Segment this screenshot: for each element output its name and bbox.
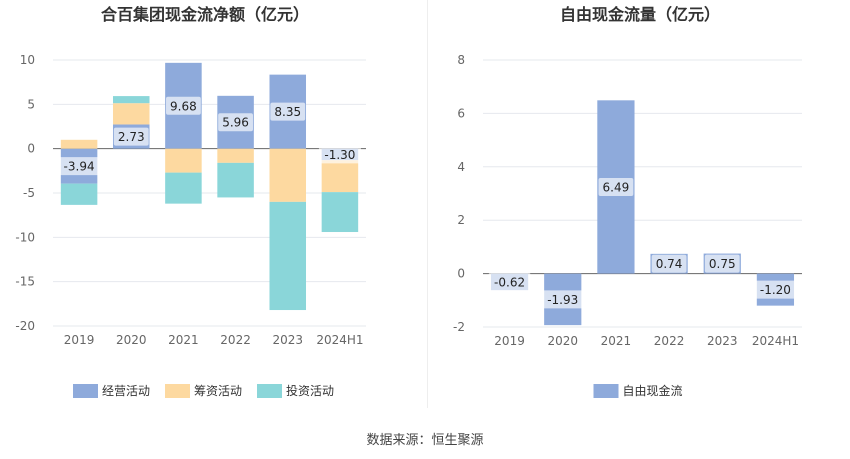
- legend-swatch: [73, 384, 98, 398]
- y-tick-label: 8: [457, 53, 465, 67]
- y-tick-label: 0: [27, 142, 35, 156]
- x-tick-label: 2019: [494, 334, 525, 348]
- y-tick-label: 10: [20, 53, 35, 67]
- y-tick-label: -2: [453, 320, 465, 334]
- data-label: 0.75: [709, 257, 736, 271]
- y-tick-label: 5: [27, 97, 35, 111]
- y-tick-label: 6: [457, 106, 465, 120]
- legend-label: 投资活动: [286, 383, 334, 398]
- x-tick-label: 2022: [654, 334, 685, 348]
- data-label-bg: [318, 145, 361, 164]
- data-label: 5.96: [222, 116, 249, 130]
- cash-flow-net-chart: 合百集团现金流净额（亿元） 10 5 0 -5 -10 -15 -20 2019 -3.94 202…: [15, 5, 366, 398]
- data-label-bg: [270, 102, 306, 121]
- data-label: 9.68: [170, 99, 197, 113]
- data-label: 0.74: [656, 257, 683, 271]
- data-label-bg: [651, 254, 687, 273]
- data-label-bg: [488, 272, 531, 291]
- data-label-bg: [166, 96, 201, 115]
- bar-segment: [269, 148, 307, 202]
- bar-segment: [217, 148, 254, 163]
- data-label: -3.94: [64, 160, 95, 174]
- data-label: -1.93: [547, 293, 578, 307]
- bar-segment: [217, 162, 254, 198]
- legend-swatch: [165, 384, 190, 398]
- data-label-bg: [541, 290, 584, 309]
- data-label: -0.62: [494, 275, 525, 289]
- data-label-bg: [704, 254, 740, 273]
- free-cash-flow-chart: 自由现金流量（亿元） 8 6 4 2 0 -2 2019 -0.62 2020 -1.93 2021 6…: [453, 5, 802, 398]
- x-tick-label: 2020: [547, 334, 578, 348]
- y-tick-label: -5: [23, 186, 35, 200]
- bar-segment: [165, 172, 202, 204]
- chart-title: 自由现金流量（亿元）: [560, 5, 720, 24]
- x-tick-label: 2024H1: [316, 333, 363, 347]
- y-tick-label: -15: [15, 275, 35, 289]
- x-tick-label: 2024H1: [752, 334, 799, 348]
- y-tick-label: 2: [457, 213, 465, 227]
- x-tick-label: 2023: [272, 333, 303, 347]
- data-label-bg: [598, 177, 634, 196]
- bar-segment: [112, 96, 150, 104]
- legend-label: 筹资活动: [194, 384, 242, 398]
- bar-segment: [112, 103, 150, 125]
- legend-swatch: [593, 384, 619, 398]
- y-tick-label: -10: [15, 230, 35, 244]
- data-label: 8.35: [274, 105, 301, 119]
- data-label-bg: [754, 280, 797, 299]
- data-label-bg: [113, 127, 149, 146]
- bar-segment: [60, 183, 98, 205]
- legend-label: 自由现金流: [623, 383, 683, 398]
- x-tick-label: 2020: [116, 333, 147, 347]
- x-tick-label: 2022: [220, 333, 251, 347]
- y-tick-label: 0: [457, 267, 465, 281]
- x-tick-label: 2023: [707, 334, 738, 348]
- x-tick-label: 2021: [168, 333, 199, 347]
- data-label-bg: [58, 157, 101, 176]
- data-label: 6.49: [603, 180, 630, 194]
- x-tick-label: 2019: [64, 333, 95, 347]
- data-label-bg: [218, 113, 253, 132]
- legend-label: 经营活动: [102, 384, 150, 398]
- data-label: -1.20: [760, 283, 791, 297]
- data-source-note: 数据来源：恒生聚源: [366, 433, 484, 448]
- chart-title: 合百集团现金流净额（亿元）: [101, 5, 309, 24]
- legend-swatch: [257, 384, 282, 398]
- x-tick-label: 2021: [601, 334, 632, 348]
- bar-segment: [321, 160, 359, 193]
- panel-divider: [427, 0, 428, 408]
- bar-segment: [321, 192, 359, 233]
- data-label: 2.73: [118, 130, 145, 144]
- bar-segment: [165, 148, 202, 173]
- data-label: -1.30: [324, 148, 355, 162]
- y-tick-label: -20: [15, 319, 35, 333]
- y-tick-label: 4: [457, 160, 465, 174]
- bar-segment: [60, 139, 98, 149]
- bar-segment: [269, 201, 307, 311]
